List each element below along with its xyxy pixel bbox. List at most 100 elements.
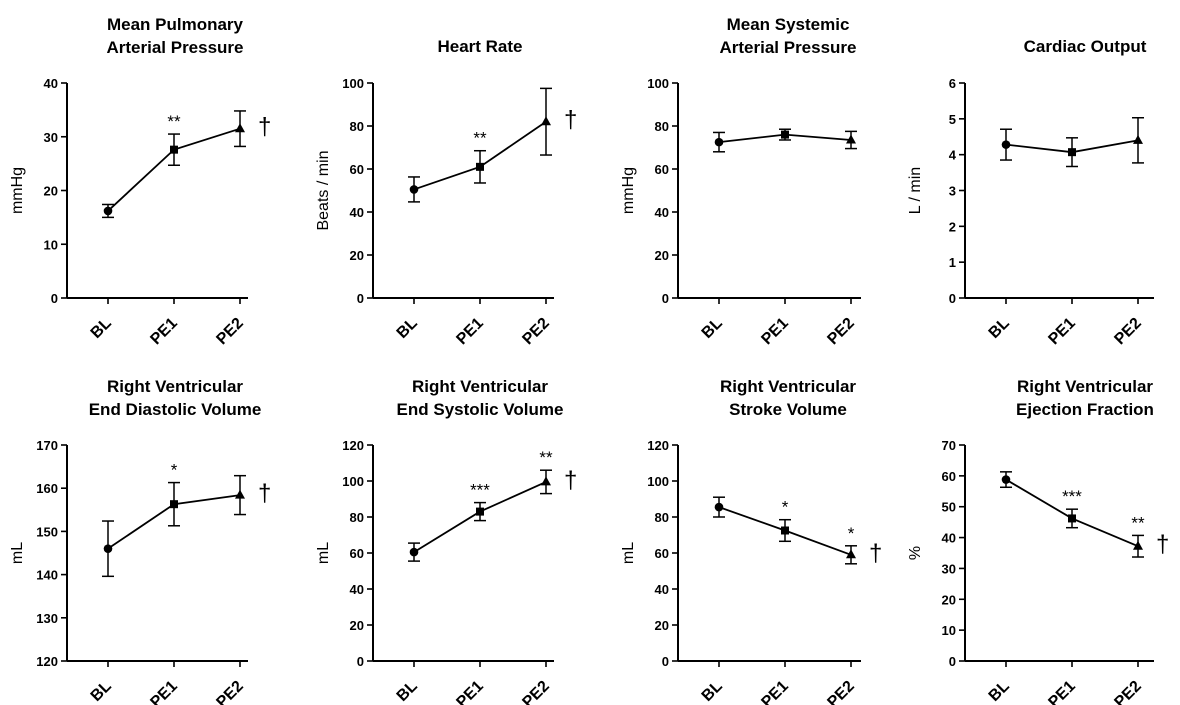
x-tick-label: PE2: [1111, 315, 1144, 348]
y-tick-label: 20: [350, 248, 364, 263]
data-point: [1068, 514, 1076, 523]
y-tick-label: 40: [350, 582, 364, 597]
x-tick-label: PE1: [758, 678, 791, 705]
x-tick-label: BL: [88, 315, 115, 342]
data-point: [170, 145, 178, 154]
dagger-annotation: †: [258, 480, 271, 507]
dagger-annotation: †: [869, 540, 882, 567]
y-tick-label: 10: [942, 623, 956, 638]
significance-label: *: [171, 461, 178, 480]
y-tick-label: 100: [647, 76, 669, 91]
significance-label: *: [848, 524, 855, 543]
y-tick-label: 20: [44, 184, 58, 199]
data-point: [781, 526, 789, 535]
chart-panel: Mean Systemic Arterial Pressure 0 20 40 60 80 1…: [620, 15, 861, 348]
y-tick-label: 150: [36, 524, 58, 539]
data-point: [476, 507, 484, 516]
y-tick-label: 3: [949, 184, 956, 199]
data-point: [1133, 134, 1143, 144]
y-tick-label: 40: [942, 531, 956, 546]
y-tick-label: 40: [655, 205, 669, 220]
y-tick-label: 5: [949, 112, 956, 127]
y-tick-label: 0: [357, 654, 364, 669]
data-point: [476, 162, 484, 171]
x-tick-label: PE2: [824, 315, 857, 348]
panel-title: Right Ventricular: [107, 377, 243, 396]
x-tick-label: PE1: [1045, 315, 1078, 348]
y-tick-label: 6: [949, 76, 956, 91]
y-tick-label: 60: [350, 546, 364, 561]
y-tick-label: 30: [44, 130, 58, 145]
y-tick-label: 20: [350, 618, 364, 633]
y-tick-label: 60: [655, 162, 669, 177]
y-tick-label: 70: [942, 438, 956, 453]
panel-title: Arterial Pressure: [719, 38, 856, 57]
dagger-annotation: †: [1156, 531, 1169, 558]
chart-panel: Cardiac Output 0 1 2 3 4 5 6 L / min BL PE1 PE2: [907, 37, 1154, 348]
data-point: [1001, 140, 1011, 149]
y-tick-label: 0: [949, 654, 956, 669]
dagger-annotation: †: [564, 467, 577, 494]
x-tick-label: PE1: [758, 315, 791, 348]
data-point: [781, 130, 789, 139]
y-tick-label: 10: [44, 237, 58, 252]
data-point: [541, 116, 551, 126]
y-tick-label: 40: [350, 205, 364, 220]
significance-label: **: [167, 112, 181, 131]
y-axis-label: mL: [9, 542, 26, 564]
data-point: [103, 206, 113, 216]
panel-title: Mean Pulmonary: [107, 15, 244, 34]
x-tick-label: PE1: [453, 678, 486, 705]
y-tick-label: 30: [942, 561, 956, 576]
panel-title: Right Ventricular: [720, 377, 856, 396]
x-tick-label: PE1: [453, 315, 486, 348]
significance-label: **: [539, 448, 553, 467]
panel-title: End Systolic Volume: [397, 400, 564, 419]
x-tick-label: BL: [394, 678, 421, 705]
x-tick-label: PE2: [213, 315, 246, 348]
data-point: [170, 500, 178, 509]
dagger-annotation: †: [564, 107, 577, 134]
chart-panel: Right Ventricular End Diastolic Volume 120…: [9, 377, 271, 705]
y-tick-label: 0: [357, 291, 364, 306]
significance-label: ***: [470, 481, 490, 500]
panel-title: End Diastolic Volume: [89, 400, 262, 419]
panel-title: Ejection Fraction: [1016, 400, 1154, 419]
data-point: [714, 502, 724, 512]
data-point: [235, 489, 245, 499]
y-tick-label: 160: [36, 481, 58, 496]
panel-title: Stroke Volume: [729, 400, 847, 419]
y-tick-label: 20: [942, 592, 956, 607]
dagger-annotation: †: [258, 114, 271, 141]
y-tick-label: 80: [350, 510, 364, 525]
y-tick-label: 4: [949, 148, 957, 163]
x-tick-label: PE2: [213, 678, 246, 705]
data-point: [541, 476, 551, 486]
y-axis-label: %: [907, 546, 924, 560]
y-tick-label: 80: [655, 119, 669, 134]
y-axis-label: mmHg: [9, 167, 26, 214]
significance-label: ***: [1062, 487, 1082, 506]
x-tick-label: PE2: [519, 315, 552, 348]
panel-title: Right Ventricular: [412, 377, 548, 396]
data-point: [103, 544, 113, 553]
x-tick-label: PE2: [1111, 678, 1144, 705]
y-tick-label: 100: [342, 474, 364, 489]
y-axis-label: L / min: [907, 167, 924, 214]
y-axis-label: Beats / min: [315, 150, 332, 230]
significance-label: *: [782, 498, 789, 517]
panel-title: Mean Systemic: [727, 15, 850, 34]
chart-panel: Heart Rate 0 20 40 60 80 100 Beats / min BL PE1 PE…: [315, 37, 577, 348]
x-tick-label: BL: [986, 678, 1013, 705]
y-tick-label: 1: [949, 255, 956, 270]
x-tick-label: PE2: [824, 678, 857, 705]
x-tick-label: BL: [394, 315, 421, 342]
chart-panel: Mean Pulmonary Arterial Pressure 0 10 20 30 40…: [9, 15, 271, 348]
y-tick-label: 0: [949, 291, 956, 306]
significance-label: **: [473, 129, 487, 148]
chart-panel: Right Ventricular Ejection Fraction 0 10 20 3…: [907, 377, 1169, 705]
x-tick-label: BL: [699, 678, 726, 705]
y-tick-label: 0: [662, 291, 669, 306]
data-point: [409, 185, 419, 194]
